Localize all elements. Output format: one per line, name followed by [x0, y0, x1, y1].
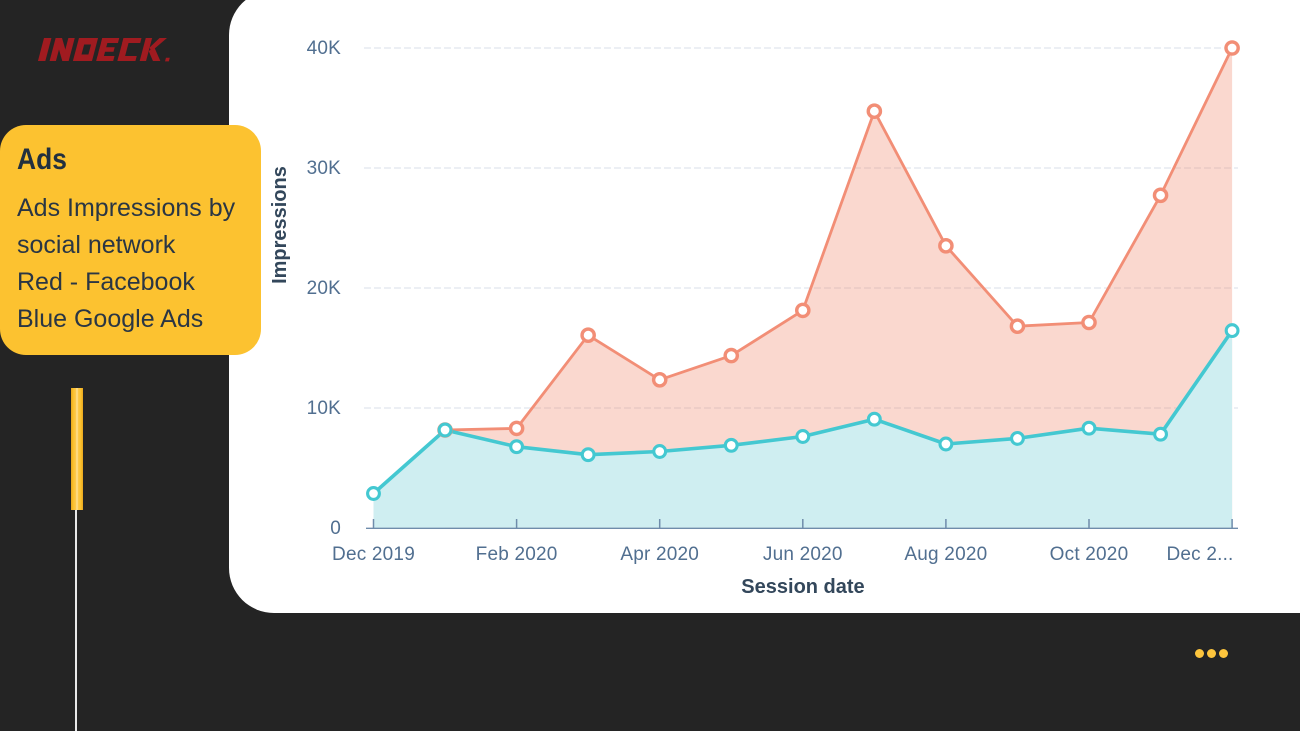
svg-text:Feb 2020: Feb 2020 — [476, 544, 558, 565]
svg-text:Oct 2020: Oct 2020 — [1050, 544, 1129, 565]
svg-text:Jun 2020: Jun 2020 — [763, 544, 843, 565]
svg-text:30K: 30K — [307, 158, 342, 179]
svg-text:10K: 10K — [307, 398, 342, 419]
svg-text:Impressions: Impressions — [269, 166, 291, 284]
svg-text:Dec 2019: Dec 2019 — [332, 544, 415, 565]
svg-text:Dec 2...: Dec 2... — [1166, 544, 1233, 565]
svg-text:20K: 20K — [307, 278, 342, 299]
svg-text:Aug 2020: Aug 2020 — [904, 544, 987, 565]
svg-text:0: 0 — [330, 518, 341, 539]
svg-text:40K: 40K — [307, 38, 342, 59]
svg-text:Session date: Session date — [741, 576, 864, 598]
svg-text:Apr 2020: Apr 2020 — [620, 544, 699, 565]
